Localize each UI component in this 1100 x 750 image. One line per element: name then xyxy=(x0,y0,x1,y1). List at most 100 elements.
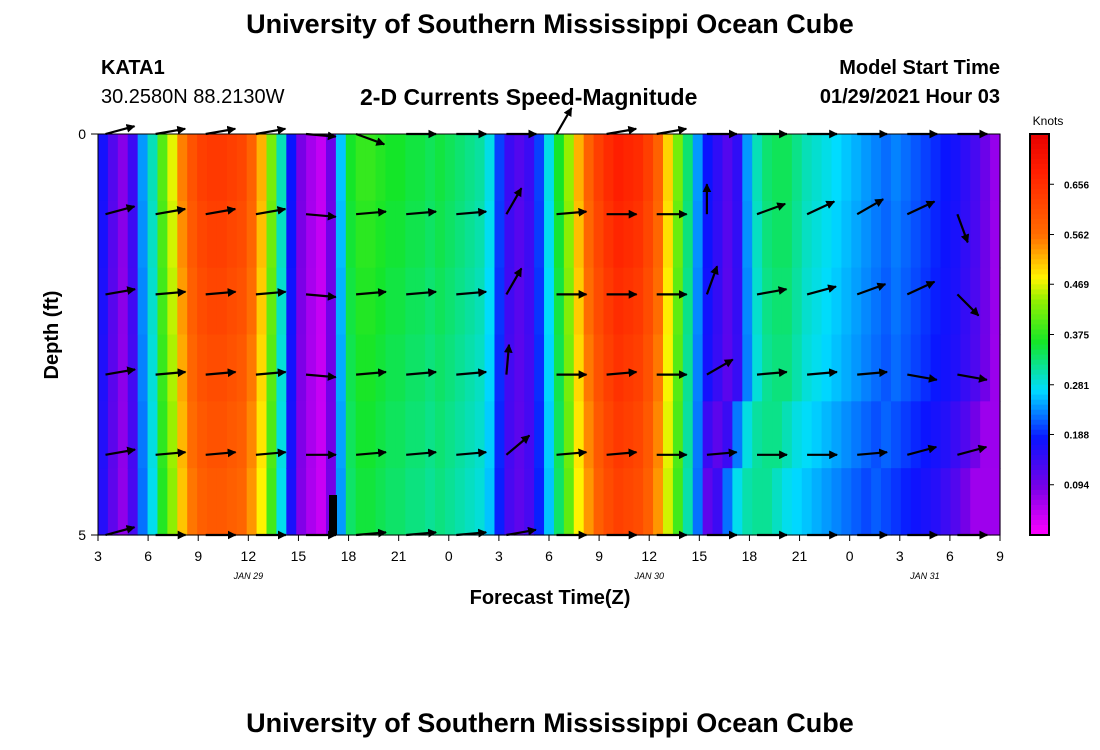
heatmap-cell xyxy=(940,134,952,202)
current-vector xyxy=(255,288,287,297)
heatmap-cell xyxy=(970,200,981,269)
heatmap-cell xyxy=(226,200,238,269)
heatmap-cell xyxy=(653,401,664,469)
current-vector xyxy=(756,286,788,296)
heatmap-cell xyxy=(643,401,654,469)
heatmap-cell xyxy=(742,401,753,469)
heatmap-cell xyxy=(454,401,466,469)
heatmap-cell xyxy=(216,200,228,269)
colorbar-swatch xyxy=(1030,254,1049,260)
heatmap-cell xyxy=(375,334,387,402)
heatmap-cell xyxy=(534,334,545,402)
heatmap-cell xyxy=(970,134,981,202)
colorbar-swatch xyxy=(1030,314,1049,321)
heatmap-cell xyxy=(157,200,168,269)
current-vector xyxy=(105,446,136,456)
heatmap-cell xyxy=(216,334,228,402)
heatmap-cell xyxy=(851,334,862,402)
heatmap-cell xyxy=(246,200,258,269)
heatmap-cell xyxy=(692,267,704,336)
heatmap-cell xyxy=(405,334,416,402)
colorbar-swatch xyxy=(1030,374,1049,381)
heatmap-cell xyxy=(296,334,307,402)
heatmap-cell xyxy=(216,267,228,336)
colorbar-swatch xyxy=(1030,349,1049,356)
heatmap-cell xyxy=(871,401,882,469)
heatmap-cell xyxy=(930,334,942,402)
heatmap-cell xyxy=(593,200,605,269)
current-vector xyxy=(356,207,387,217)
colorbar-swatch xyxy=(1030,189,1049,195)
heatmap-cell xyxy=(464,334,476,402)
heatmap-cell xyxy=(395,134,406,202)
heatmap-cell xyxy=(593,468,605,536)
heatmap-cell xyxy=(583,267,595,336)
heatmap-cell xyxy=(514,334,525,402)
heatmap-cell xyxy=(435,267,446,336)
current-vector xyxy=(355,132,386,146)
colorbar-swatch xyxy=(1030,159,1049,165)
heatmap-cell xyxy=(98,267,109,336)
heatmap-cell xyxy=(682,334,694,402)
heatmap-cell xyxy=(752,401,763,469)
heatmap-cell xyxy=(603,401,615,469)
heatmap-cell xyxy=(890,468,902,536)
heatmap-cell xyxy=(871,334,882,402)
heatmap-cell xyxy=(454,200,466,269)
colorbar-swatch xyxy=(1030,204,1049,210)
heatmap-cell xyxy=(484,401,496,469)
heatmap-cell xyxy=(811,334,823,402)
heatmap-cell xyxy=(563,267,575,336)
heatmap-cell xyxy=(712,134,724,202)
heatmap-cell xyxy=(425,468,436,536)
heatmap-cell xyxy=(990,401,1001,469)
heatmap-cell xyxy=(772,334,783,402)
heatmap-cell xyxy=(207,134,218,202)
current-vector xyxy=(606,125,638,136)
heatmap-cell xyxy=(494,134,505,202)
heatmap-cell xyxy=(702,468,714,536)
heatmap-cell xyxy=(851,134,862,202)
current-vector xyxy=(205,125,237,136)
heatmap-cell xyxy=(950,134,961,202)
x-tick-label: 3 xyxy=(94,548,102,564)
heatmap-cell xyxy=(930,267,942,336)
colorbar-swatch xyxy=(1030,329,1049,336)
heatmap-cell xyxy=(950,267,961,336)
heatmap-cell xyxy=(603,200,615,269)
heatmap-cell xyxy=(147,134,159,202)
heatmap-cell xyxy=(514,401,525,469)
heatmap-cell xyxy=(801,334,813,402)
heatmap-cell xyxy=(107,334,119,402)
current-vector xyxy=(305,211,337,221)
heatmap-cell xyxy=(722,468,733,536)
heatmap-cell xyxy=(762,134,773,202)
heatmap-cell xyxy=(127,200,139,269)
model-start-label: Model Start Time xyxy=(839,57,1000,79)
heatmap-cell xyxy=(504,134,515,202)
colorbar-swatch xyxy=(1030,244,1049,250)
heatmap-cell xyxy=(692,134,704,202)
heatmap-cell xyxy=(504,267,515,336)
heatmap-cell xyxy=(207,334,218,402)
colorbar-swatch xyxy=(1030,334,1049,341)
heatmap-cell xyxy=(950,334,961,402)
heatmap-cell xyxy=(534,468,545,536)
current-vector xyxy=(907,373,938,383)
heatmap-cell xyxy=(464,468,476,536)
colorbar-swatch xyxy=(1030,139,1049,145)
x-tick-label: 18 xyxy=(742,548,758,564)
x-tick-label: 21 xyxy=(391,548,407,564)
heatmap-cell xyxy=(266,334,278,402)
station-id: KATA1 xyxy=(101,57,165,79)
heatmap-cell xyxy=(573,134,585,202)
heatmap-cell xyxy=(662,401,674,469)
current-vector xyxy=(856,198,884,216)
heatmap-cell xyxy=(672,468,684,536)
colorbar-tick-label: 0.656 xyxy=(1064,180,1089,191)
current-vector xyxy=(857,368,888,378)
heatmap-cell xyxy=(435,200,446,269)
heatmap-cell xyxy=(742,334,753,402)
heatmap-cell xyxy=(563,401,575,469)
heatmap-cell xyxy=(672,200,684,269)
